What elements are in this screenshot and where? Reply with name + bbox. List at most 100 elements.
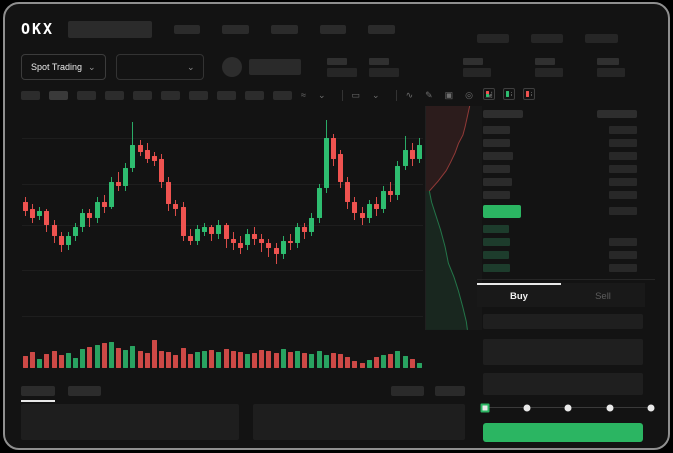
depth-bids-area: [426, 191, 482, 330]
interval-icon[interactable]: ▭: [351, 89, 361, 100]
footer-action[interactable]: [391, 386, 424, 396]
ask-row[interactable]: [483, 139, 637, 147]
bottom-panels: [21, 404, 465, 440]
amount-column-header: [597, 110, 637, 118]
bid-row[interactable]: [483, 251, 637, 259]
stat-value-skeleton: [326, 67, 357, 77]
timeframe-button[interactable]: [217, 90, 236, 100]
bid-row[interactable]: [483, 264, 637, 272]
book-both-icon[interactable]: [483, 88, 495, 100]
candle-wick: [261, 233, 263, 253]
candle: [338, 154, 344, 182]
bottom-panel: [21, 404, 239, 440]
timeframe-button[interactable]: [245, 90, 264, 100]
trade-tabs: Buy Sell: [477, 283, 645, 307]
candle: [302, 227, 308, 232]
snapshot-icon[interactable]: ▣: [444, 89, 454, 100]
okx-logo: OKX: [21, 20, 55, 38]
market-bar: Spot Trading ⌄ ⌄: [21, 52, 658, 82]
ma-indicator-icon[interactable]: ≈: [301, 89, 306, 100]
spot-trading-dropdown[interactable]: Spot Trading ⌄: [21, 54, 106, 80]
timeframe-button[interactable]: [133, 90, 152, 100]
volume-bar: [295, 350, 301, 368]
chevron-down-icon[interactable]: ⌄: [317, 89, 326, 100]
timeframe-button[interactable]: [273, 90, 292, 100]
ask-row[interactable]: [483, 178, 637, 186]
icon-line: [491, 93, 492, 95]
volume-bar: [230, 350, 236, 368]
amount-slider[interactable]: [480, 402, 655, 414]
footer-action[interactable]: [435, 386, 465, 396]
volume-bar: [237, 352, 243, 368]
draw-tool-icon[interactable]: ✎: [425, 89, 433, 100]
order-form-field[interactable]: [483, 339, 643, 365]
order-form-field[interactable]: [483, 314, 643, 329]
last-price-row: [483, 204, 637, 218]
timeframe-button[interactable]: [161, 90, 180, 100]
volume-bar: [416, 362, 422, 368]
slider-stop[interactable]: [647, 404, 655, 412]
account-nav-item[interactable]: [477, 33, 509, 43]
timeframe-button[interactable]: [49, 90, 68, 100]
icon-line: [531, 93, 532, 95]
nav-item[interactable]: [222, 24, 250, 34]
ask-row[interactable]: [483, 165, 637, 173]
candle: [223, 224, 229, 239]
pair-select-dropdown[interactable]: ⌄: [115, 54, 204, 80]
candle: [23, 202, 28, 212]
timeframe-button[interactable]: [105, 90, 124, 100]
book-asks-icon[interactable]: [523, 88, 535, 100]
nav-item[interactable]: [368, 24, 396, 34]
account-nav-item[interactable]: [531, 33, 563, 43]
volume-bar: [330, 353, 336, 368]
timeframe-button[interactable]: [77, 90, 96, 100]
bid-row[interactable]: [483, 225, 637, 233]
ask-row[interactable]: [483, 191, 637, 199]
buy-submit-button[interactable]: [483, 423, 643, 442]
candlestick-chart[interactable]: [22, 104, 423, 332]
chart-toolbar: ≈⌄▭⌄∿✎▣◎⇲: [21, 88, 493, 102]
search-input[interactable]: [68, 20, 153, 38]
volume-bar: [151, 339, 157, 368]
ask-price-skeleton: [483, 165, 510, 173]
last-price-badge[interactable]: [483, 204, 521, 218]
ask-amount-skeleton: [609, 165, 637, 173]
timeframe-button[interactable]: [189, 90, 208, 100]
nav-item[interactable]: [174, 24, 201, 34]
volume-bar: [345, 357, 351, 368]
volume-bar: [395, 351, 401, 368]
chart-footer-tab[interactable]: [21, 386, 55, 402]
volume-bar: [266, 351, 272, 368]
timeframe-button[interactable]: [21, 90, 40, 100]
stat-label-skeleton: [462, 57, 483, 65]
line-tool-icon[interactable]: ∿: [405, 89, 414, 100]
chevron-down-icon[interactable]: ⌄: [372, 89, 380, 100]
volume-bar: [73, 357, 79, 368]
ask-row[interactable]: [483, 126, 637, 134]
slider-stop[interactable]: [480, 403, 490, 413]
divider: [477, 279, 655, 280]
bid-row[interactable]: [483, 238, 637, 246]
slider-stop[interactable]: [564, 404, 572, 412]
order-form-field[interactable]: [483, 373, 643, 395]
volume-bar: [116, 348, 122, 368]
slider-stop[interactable]: [523, 404, 530, 412]
candle: [58, 236, 64, 246]
candle: [101, 202, 107, 207]
chart-footer-tab[interactable]: [68, 386, 101, 396]
account-nav-item[interactable]: [585, 33, 618, 43]
stat-value-skeleton: [368, 67, 399, 77]
candle: [137, 145, 143, 152]
ask-row[interactable]: [483, 152, 637, 160]
slider-stop[interactable]: [606, 404, 613, 412]
book-bids-icon[interactable]: [503, 88, 515, 100]
footer-actions: [391, 386, 465, 396]
nav-item[interactable]: [271, 24, 299, 34]
settings-icon[interactable]: ◎: [465, 89, 474, 100]
volume-bar: [359, 363, 365, 368]
device-frame: OKX Spot Trading ⌄ ⌄ ≈⌄▭⌄∿✎▣◎⇲ B: [3, 2, 670, 450]
tab-buy[interactable]: Buy: [477, 283, 561, 307]
tab-sell[interactable]: Sell: [595, 290, 611, 302]
nav-item[interactable]: [320, 24, 347, 34]
bottom-panel: [253, 404, 465, 440]
